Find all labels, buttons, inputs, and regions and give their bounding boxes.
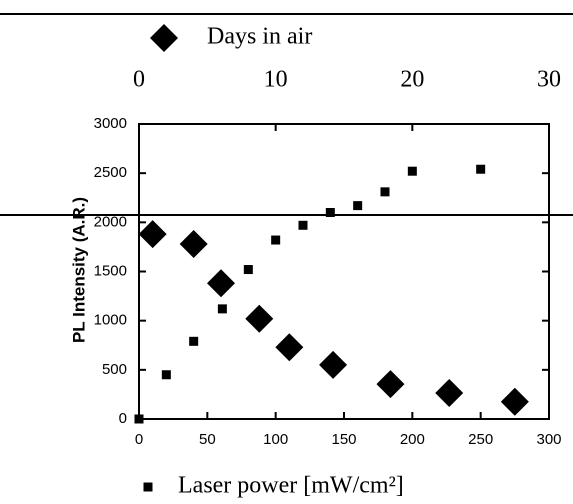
square-point [134, 414, 144, 424]
y-tick-label: 2000 [94, 213, 127, 230]
diamond-point [376, 370, 405, 399]
square-point [271, 235, 281, 245]
square-point [243, 265, 253, 275]
y-axis-label: PL Intensity (A.R.) [69, 197, 88, 343]
diamond-point [245, 304, 274, 333]
y-tick-label: 3000 [94, 115, 127, 132]
diamond-point [435, 378, 464, 407]
x-tick-label: 250 [468, 431, 493, 448]
square-point [217, 304, 227, 314]
x-tick-label: 0 [135, 431, 143, 448]
square-point [353, 201, 363, 211]
square-point [143, 482, 153, 492]
diamond-point [179, 229, 208, 258]
x2-tick-label: 10 [264, 67, 288, 93]
diamond-point [319, 350, 348, 379]
x-tick-label: 150 [331, 431, 356, 448]
diamond-point [150, 24, 178, 52]
x2-tick-label: 0 [133, 67, 145, 93]
x-tick-label: 200 [400, 431, 425, 448]
legend-label: Laser power [mW/cm²] [178, 473, 404, 499]
diamond-point [275, 333, 304, 362]
square-point [476, 164, 486, 174]
square-point [380, 187, 390, 197]
square-point [189, 336, 199, 346]
y-tick-label: 0 [119, 410, 127, 427]
x-tick-label: 50 [199, 431, 216, 448]
diamond-point [207, 269, 235, 298]
y-tick-label: 500 [102, 361, 127, 378]
square-point [161, 370, 171, 380]
diamond-point [138, 220, 167, 249]
square-point [407, 166, 417, 176]
y-tick-label: 1000 [94, 312, 127, 329]
y-tick-label: 1500 [94, 262, 127, 279]
x-tick-label: 300 [536, 431, 561, 448]
diamond-point [500, 387, 529, 416]
x-tick-label: 100 [263, 431, 288, 448]
legend-label: Days in air [207, 24, 312, 50]
plot-frame [138, 123, 550, 420]
y-tick-label: 2500 [94, 164, 127, 181]
x2-tick-label: 30 [537, 67, 561, 93]
square-point [325, 208, 335, 217]
x2-tick-label: 20 [400, 67, 424, 93]
square-point [298, 220, 308, 230]
